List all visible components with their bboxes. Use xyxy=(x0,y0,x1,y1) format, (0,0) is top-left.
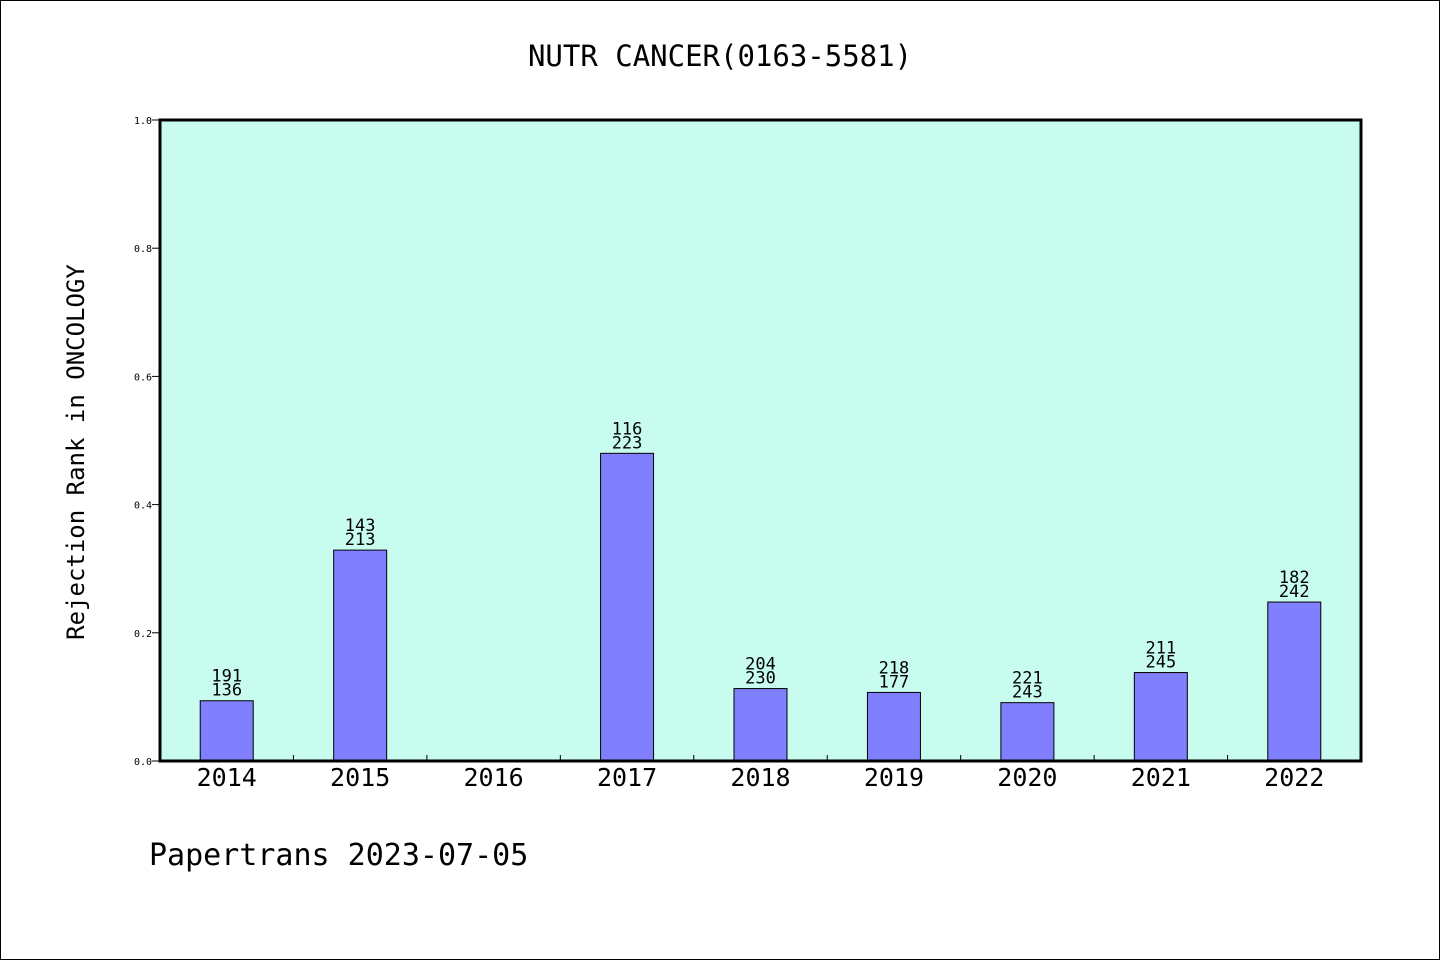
bar-2014 xyxy=(199,700,254,762)
y-tick-label: 0.6 xyxy=(134,372,152,383)
footer-watermark: Papertrans 2023-07-05 xyxy=(149,838,528,873)
bar-label-top: 218 xyxy=(879,658,910,678)
y-tick-label: 0.0 xyxy=(134,757,152,768)
bar-2018 xyxy=(733,688,788,762)
x-tick-label: 2019 xyxy=(864,763,924,792)
x-tick-label: 2015 xyxy=(330,763,390,792)
bar-label-bottom: 136 xyxy=(211,681,242,701)
bar-2019 xyxy=(866,691,921,762)
bar-label-top: 116 xyxy=(612,419,643,439)
y-tick-label: 0.8 xyxy=(134,244,152,255)
x-tick-label: 2014 xyxy=(197,763,257,792)
bar-2021 xyxy=(1133,672,1188,762)
x-tick-label: 2016 xyxy=(464,763,524,792)
bar-label-top: 182 xyxy=(1279,568,1310,588)
bar-label-bottom: 242 xyxy=(1279,582,1310,602)
bar-label-bottom: 230 xyxy=(745,669,776,689)
bar-label-top: 211 xyxy=(1145,639,1176,659)
bar-2022 xyxy=(1267,601,1322,762)
bar-label-top: 221 xyxy=(1012,669,1043,689)
bar-label-bottom: 243 xyxy=(1012,683,1043,703)
bar-2020 xyxy=(1000,702,1055,762)
y-tick-label: 1.0 xyxy=(134,116,152,127)
x-axis: 2014 2015 2016 2017 2018 2019 2020 2021 2022 xyxy=(197,755,1324,792)
bar-label-bottom: 223 xyxy=(612,433,643,453)
y-tick-label: 0.2 xyxy=(134,629,152,640)
x-tick-label: 2018 xyxy=(730,763,790,792)
bar-label-bottom: 213 xyxy=(345,530,376,550)
y-axis-label: Rejection Rank in ONCOLOGY xyxy=(62,264,90,640)
bar-label-top: 204 xyxy=(745,655,776,675)
plot-border xyxy=(158,118,1363,763)
x-tick-label: 2017 xyxy=(597,763,657,792)
bar-2017 xyxy=(600,452,655,762)
chart-title: NUTR CANCER(0163-5581) xyxy=(528,39,912,73)
bar-label-top: 191 xyxy=(211,667,242,687)
y-tick-label: 0.4 xyxy=(134,501,152,512)
bar-label-top: 143 xyxy=(345,516,376,536)
x-tick-label: 2022 xyxy=(1264,763,1324,792)
x-tick-label: 2021 xyxy=(1131,763,1191,792)
bar-label-bottom: 177 xyxy=(879,672,910,692)
bar-2015 xyxy=(333,549,388,762)
bar-label-bottom: 245 xyxy=(1145,653,1176,673)
x-tick-label: 2020 xyxy=(997,763,1057,792)
y-axis: 0.0 0.2 0.4 0.6 0.8 1.0 xyxy=(134,116,160,768)
